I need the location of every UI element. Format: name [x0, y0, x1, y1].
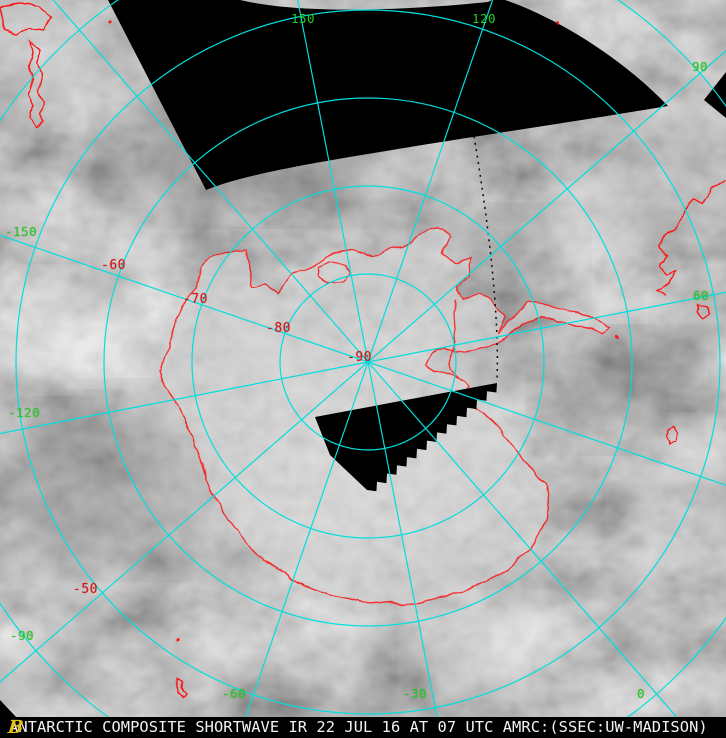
- composite-seam-dotted-line: [472, 129, 499, 381]
- new-zealand-north-outline: [0, 2, 53, 36]
- meridian-line: [0, 234, 369, 363]
- latitude-circle: [103, 97, 633, 627]
- north-sector-wedge: [108, 0, 668, 190]
- latitude-circle: [15, 9, 721, 715]
- meridian-line: [237, 361, 369, 738]
- meridian-line: [367, 50, 726, 363]
- meridian-line: [0, 361, 369, 435]
- meridian-line: [0, 361, 369, 683]
- island-outline-2: [666, 426, 679, 445]
- south-america-outline: [656, 179, 726, 297]
- central-sector-wedge: [315, 383, 497, 492]
- meridian-line: [367, 361, 442, 738]
- latitude-circle: [191, 185, 545, 539]
- new-zealand-south-outline: [27, 40, 45, 129]
- status-bar-text: ANTARCTIC COMPOSITE SHORTWAVE IR 22 JUL …: [9, 718, 708, 736]
- no-data-wedges: [0, 0, 726, 717]
- island-dot-2: [556, 20, 560, 24]
- meridian-line: [367, 0, 494, 363]
- island-dot-4: [616, 336, 620, 340]
- meridian-line: [367, 361, 726, 486]
- status-bar: B ANTARCTIC COMPOSITE SHORTWAVE IR 22 JU…: [0, 717, 726, 738]
- meridian-line: [297, 0, 369, 363]
- meridian-line: [367, 361, 696, 738]
- other-coastlines: [0, 2, 726, 700]
- southwest-corner-notch: [0, 700, 16, 717]
- meridian-line: [367, 291, 726, 363]
- east-edge-notch: [704, 72, 726, 118]
- island-dot-1: [108, 20, 112, 24]
- latitude-circle: [279, 273, 457, 451]
- yellow-cursor-glyph: B: [6, 717, 25, 738]
- island-outline-3: [176, 678, 186, 700]
- island-dot-3: [176, 638, 180, 642]
- island-outline-1: [695, 302, 711, 319]
- meridian-line: [52, 0, 369, 363]
